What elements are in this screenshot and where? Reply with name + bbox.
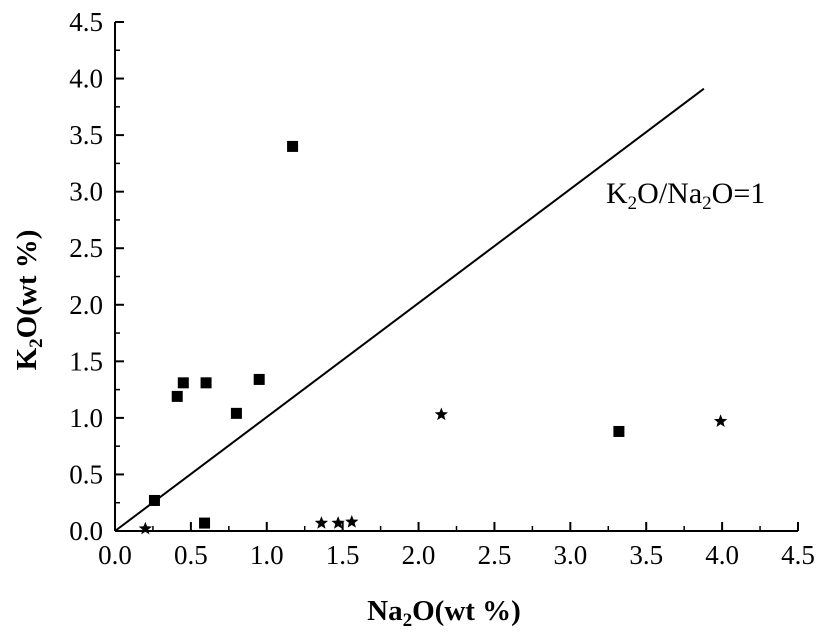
square-point [177,377,189,389]
x-title-sub: 2 [403,610,413,631]
star-point [331,516,345,529]
ref-line-label: K2O/Na2O=1 [606,177,765,214]
star-point [713,414,728,427]
x-tick-label: 0.5 [174,540,208,570]
star-point [345,514,359,528]
ref-label-part-2: O/Na [637,177,702,210]
y-tick-label: 2.0 [69,290,103,320]
x-tick-label: 0.0 [98,540,132,570]
ref-label-part-1: K [606,177,628,210]
x-tick-label: 2.5 [478,540,512,570]
square-point [148,494,160,506]
y-tick-label: 4.0 [69,64,103,94]
y-axis-title: K2O(wt %) [11,230,47,371]
ref-label-part-3: O=1 [712,177,766,210]
square-point [199,517,211,529]
star-point [434,407,448,421]
y-title-sub: 2 [26,338,47,348]
x-tick-label: 4.5 [781,540,815,570]
y-ticks: 0.0 0.5 1.0 1.5 2.0 2.5 3.0 3.5 4.0 4.5 [69,7,124,546]
x-tick-label: 1.5 [326,540,360,570]
y-tick-label: 1.0 [69,403,103,433]
ref-label-sub-2: 2 [702,193,712,214]
y-title-post: O(wt %) [11,230,43,339]
star-point [314,516,329,529]
star-point [138,521,153,535]
square-point [253,373,265,385]
x-axis-title: Na2O(wt %) [367,595,521,631]
x-title-post: O(wt %) [412,595,521,627]
y-tick-label: 1.5 [69,346,103,376]
square-point [200,377,212,389]
y-title-pre: K [11,347,43,370]
x-tick-label: 1.0 [250,540,284,570]
y-tick-label: 2.5 [69,233,103,263]
x-tick-label: 3.0 [553,540,587,570]
y-tick-label: 4.5 [69,7,103,37]
y-tick-label: 0.0 [69,516,103,546]
y-tick-label: 3.0 [69,177,103,207]
x-tick-label: 4.0 [705,540,739,570]
x-tick-label: 3.5 [629,540,663,570]
data-points [138,140,728,535]
x-tick-label: 2.0 [402,540,436,570]
y-tick-label: 3.5 [69,120,103,150]
x-title-pre: Na [367,595,403,627]
square-point [171,390,183,402]
reference-line-group [114,87,705,532]
ref-label-sub-1: 2 [628,193,638,214]
x-ticks: 0.0 0.5 1.0 1.5 2.0 2.5 3.0 3.5 4.0 4.5 [98,522,815,570]
reference-line [114,87,705,532]
square-point [287,140,299,152]
y-tick-label: 0.5 [69,459,103,489]
square-point [613,425,625,437]
square-point [230,407,242,419]
